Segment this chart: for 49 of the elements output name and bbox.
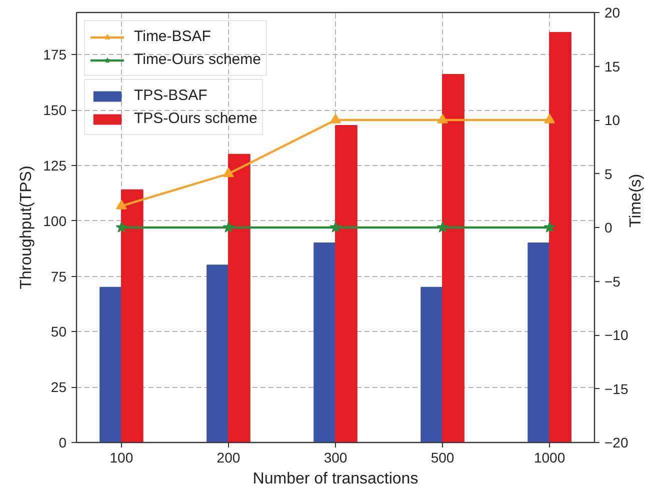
y-tick-label: 150 <box>43 102 67 118</box>
bar <box>100 286 122 442</box>
x-tick-label: 1000 <box>534 450 566 466</box>
y-tick-label: 0 <box>58 434 67 450</box>
y2-tick-label: 20 <box>604 4 620 20</box>
point <box>222 222 234 232</box>
y2-tick-label: −15 <box>604 380 628 397</box>
y-tick-label: 50 <box>50 324 67 340</box>
bar <box>335 125 358 442</box>
y-tick-label: 175 <box>43 46 67 63</box>
bar <box>420 286 444 442</box>
y-axis-title: Throughput(TPS) <box>18 166 36 290</box>
bar <box>314 242 336 442</box>
bar <box>549 32 572 442</box>
y2-tick-label: −20 <box>604 434 628 450</box>
bar <box>528 242 550 442</box>
point <box>116 200 127 210</box>
bar <box>228 154 250 442</box>
legend-label: TPS-BSAF <box>134 86 208 106</box>
point <box>544 222 556 232</box>
y2-axis-title: Time(s) <box>628 174 645 228</box>
point <box>330 222 342 232</box>
point <box>436 222 448 232</box>
y-tick-label: 125 <box>43 157 67 174</box>
legend-label: Time-Ours scheme <box>134 50 261 70</box>
y-tick-label: 75 <box>50 268 67 284</box>
y-tick-label: 25 <box>50 379 67 396</box>
x-axis-title: Number of transactions <box>252 470 418 488</box>
bar <box>206 264 229 442</box>
x-tick-label: 100 <box>110 450 134 466</box>
x-tick-label: 500 <box>430 450 454 466</box>
y2-tick-label: 10 <box>604 112 620 128</box>
y-tick-label: 100 <box>43 212 67 229</box>
y2-tick-label: 15 <box>604 58 620 74</box>
bar <box>442 74 464 442</box>
y2-tick-label: 0 <box>604 220 612 236</box>
x-tick-label: 300 <box>324 450 348 466</box>
bar <box>120 189 144 442</box>
point <box>437 114 448 124</box>
y2-tick-label: 5 <box>604 166 612 182</box>
legend-label: TPS-Ours scheme <box>134 109 258 129</box>
point <box>330 114 341 124</box>
y2-tick-label: −5 <box>604 273 621 290</box>
x-tick-label: 200 <box>216 450 240 466</box>
y2-tick-label: −10 <box>604 327 628 343</box>
legend-label: Time-BSAF <box>134 27 211 47</box>
point <box>222 167 234 178</box>
point <box>544 114 556 124</box>
point <box>116 222 128 232</box>
